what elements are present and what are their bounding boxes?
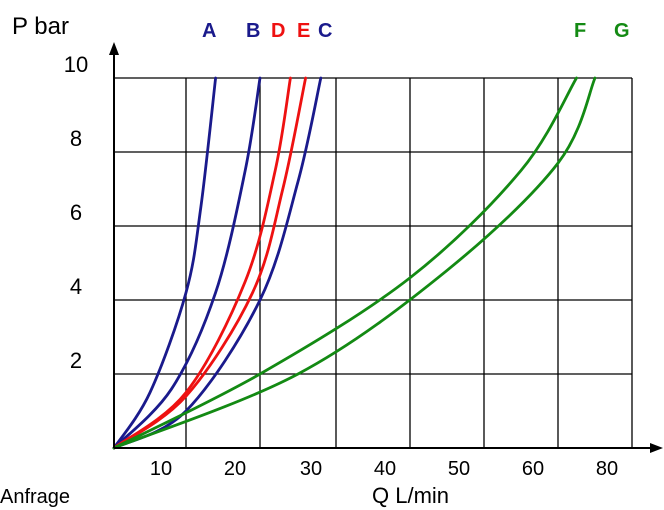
curve-c: [112, 76, 323, 450]
curve-e: [112, 76, 307, 450]
x-tick-label-10: 10: [150, 458, 172, 480]
grid: [114, 77, 633, 448]
y-tick-label-6: 6: [70, 200, 82, 225]
curve-b: [112, 76, 262, 450]
legend-label-f: F: [574, 20, 586, 42]
labels: 10 20 30 40 50 60 80 2 4 6 8 10 P bar Q L/min Anfrage A…: [0, 13, 630, 508]
y-axis-arrow: [109, 42, 119, 55]
legend-label-b: B: [246, 20, 260, 42]
y-tick-label-2: 2: [70, 348, 82, 373]
legend-label-a: A: [202, 20, 216, 42]
legend-label-e: E: [297, 20, 310, 42]
footer-text: Anfrage: [0, 486, 70, 508]
x-tick-label-60: 60: [522, 458, 544, 480]
legend-label-g: G: [614, 20, 630, 42]
curve-f: [112, 76, 578, 450]
y-tick-label-8: 8: [70, 126, 82, 151]
x-tick-label-40: 40: [374, 458, 396, 480]
x-tick-label-30: 30: [300, 458, 322, 480]
y-tick-label-10: 10: [64, 52, 88, 77]
axes: [109, 42, 663, 453]
legend-label-c: C: [318, 20, 332, 42]
x-axis-arrow: [650, 443, 663, 453]
x-tick-label-80: 80: [596, 458, 618, 480]
x-tick-label-20: 20: [224, 458, 246, 480]
curve-a: [112, 76, 217, 450]
x-tick-label-50: 50: [448, 458, 470, 480]
x-axis-title: Q L/min: [372, 483, 449, 508]
y-tick-label-4: 4: [70, 274, 82, 299]
y-axis-title: P bar: [12, 13, 69, 40]
curves: [112, 76, 597, 450]
curve-g: [112, 76, 597, 450]
curve-d: [112, 76, 292, 450]
legend-label-d: D: [271, 20, 285, 42]
